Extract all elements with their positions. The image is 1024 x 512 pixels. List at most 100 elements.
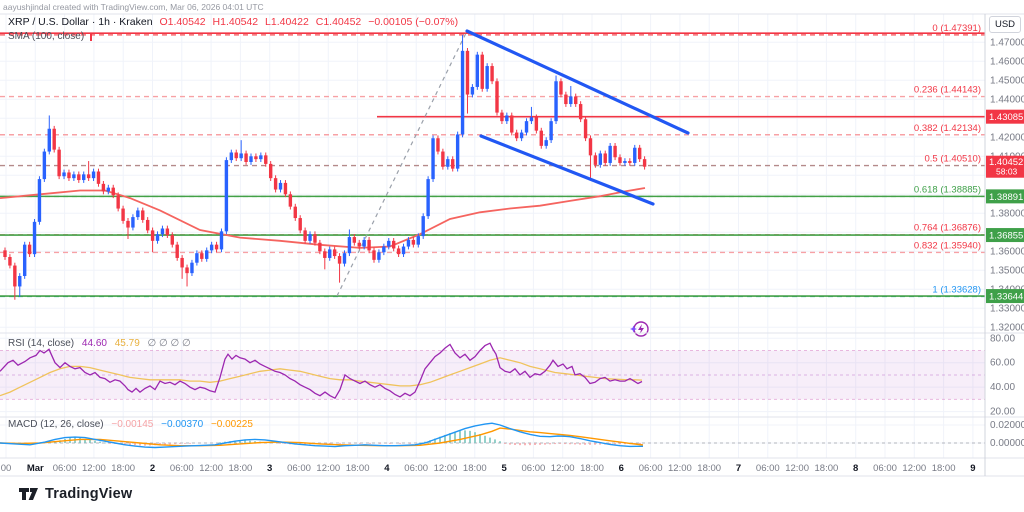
time-tick: 18:00 [932,463,956,474]
dashed-trend-connector[interactable] [336,32,467,297]
fib-level-label: 0.764 (1.36876) [914,223,981,234]
time-tick: 06:00 [639,463,663,474]
time-tick: 18:00 [815,463,839,474]
time-tick: 00 [1,463,12,474]
rsi-tick: 20.00 [990,407,1015,418]
time-tick: 2 [150,463,155,474]
price-tick: 1.35000 [990,265,1024,276]
time-tick: 4 [384,463,390,474]
price-tick: 1.38000 [990,208,1024,219]
macd-label: MACD (12, 26, close) [8,419,104,430]
price-axis-label [986,228,1024,243]
exchange-label: Kraken [119,16,153,28]
rsi-overbought-oversold-band [0,350,985,400]
time-tick: 06:00 [287,463,311,474]
flash-emoji-icon[interactable] [630,321,649,337]
time-tick: 06:00 [53,463,77,474]
sma-value-tick [90,32,93,41]
time-tick: 9 [970,463,975,474]
legend-separator-2: · [112,16,120,28]
time-tick: 12:00 [82,463,106,474]
rsi-tick: 80.00 [990,333,1015,344]
candles [3,34,647,300]
ohlc-low: L1.40422 [265,16,309,28]
fib-level-label: 0 (1.47391) [932,23,981,34]
time-tick: 18:00 [229,463,253,474]
sma-legend[interactable]: SMA (100, close) [8,31,93,42]
svg-text:1.36855: 1.36855 [989,231,1023,242]
time-tick: 06:00 [170,463,194,474]
interval-label: 1h [98,16,110,28]
time-tick: 3 [267,463,272,474]
time-tick: 06:00 [756,463,780,474]
svg-text:1.38891: 1.38891 [989,192,1023,203]
macd-signal-value: −0.00225 [210,419,253,430]
time-tick: 5 [501,463,507,474]
ohlc-close: C1.40452 [315,16,362,28]
time-scale[interactable]: 00 Mar 06:00 12:00 18:00 2 06:00 12:00 18:00 3 06:… [1,463,976,474]
countdown-timer: 58:03 [996,167,1018,177]
time-tick: 12:00 [434,463,458,474]
time-tick: Mar [27,463,44,474]
rsi-tick: 40.00 [990,382,1015,393]
macd-legend[interactable]: MACD (12, 26, close) −0.00145 −0.00370 −… [8,419,253,430]
rsi-label: RSI (14, close) [8,338,75,349]
ohlc-high: H1.40542 [212,16,259,28]
pane-frames [0,13,1024,477]
price-tick: 1.36000 [990,246,1024,257]
time-tick: 12:00 [551,463,575,474]
svg-text:1.40452: 1.40452 [989,157,1023,168]
time-tick: 12:00 [785,463,809,474]
macd-line [0,422,644,449]
svg-text:1.33644: 1.33644 [989,292,1023,303]
price-axis-label [986,189,1024,204]
currency-toggle-button[interactable]: USD [989,16,1021,33]
time-tick: 6 [619,463,624,474]
svg-text:1.43085: 1.43085 [989,112,1023,123]
sma-label: SMA (100, close) [8,31,85,42]
time-tick: 18:00 [697,463,721,474]
time-tick: 18:00 [463,463,487,474]
horizontal-support-resistance-lines[interactable] [0,32,985,297]
price-scale[interactable]: 1.470001.460001.450001.440001.420001.410… [986,37,1024,449]
rsi-tick: 60.00 [990,358,1015,369]
symbol-title: XRP / U.S. Dollar [8,16,89,28]
rsi-ma-line [0,357,643,397]
price-axis-label [986,289,1024,304]
fib-level-label: 0.5 (1.40510) [924,154,981,165]
tradingview-brand[interactable]: TradingView [18,485,132,503]
price-axis-label [986,109,1024,124]
rsi-empty-values: ∅ ∅ ∅ ∅ [147,338,191,349]
rsi-ma-value: 45.79 [114,338,140,349]
time-tick: 18:00 [111,463,135,474]
grid-lines [0,14,985,458]
price-tick: 1.32000 [990,322,1024,333]
time-tick: 06:00 [522,463,546,474]
price-tick: 1.42000 [990,132,1024,143]
time-tick: 06:00 [873,463,897,474]
time-tick: 8 [853,463,858,474]
time-tick: 12:00 [316,463,340,474]
rsi-legend[interactable]: RSI (14, close) 44.60 45.79 ∅ ∅ ∅ ∅ [8,338,191,349]
time-tick: 12:00 [199,463,223,474]
macd-tick: 0.00000 [990,438,1024,449]
descending-trendlines[interactable] [465,29,690,206]
price-tick: 1.47000 [990,37,1024,48]
time-tick: 18:00 [580,463,604,474]
price-tick: 1.46000 [990,56,1024,67]
rsi-line [0,342,643,400]
macd-tick: 0.02000 [990,420,1024,431]
macd-hist-value: −0.00145 [111,419,154,430]
time-tick: 12:00 [668,463,692,474]
price-tick: 1.33000 [990,303,1024,314]
time-tick: 7 [736,463,741,474]
time-tick: 06:00 [404,463,428,474]
fib-level-label: 0.236 (1.44143) [914,85,981,96]
macd-line-value: −0.00370 [161,419,204,430]
symbol-legend[interactable]: XRP / U.S. Dollar · 1h · Kraken O1.40542… [8,16,458,28]
watermark: aayushjindal created with TradingView.co… [3,2,264,12]
rsi-value: 44.60 [81,338,107,349]
tradingview-logo-icon [19,488,38,500]
footer-bar: TradingView [0,477,1024,512]
